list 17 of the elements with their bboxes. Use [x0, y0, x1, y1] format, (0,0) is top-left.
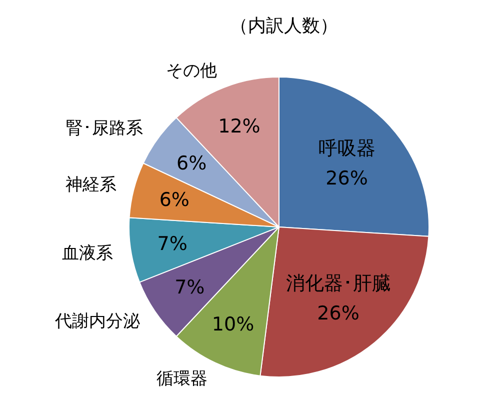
slice-label: 神経系: [65, 175, 116, 196]
data-label: 26%: [326, 167, 368, 190]
data-label: 10%: [212, 314, 254, 336]
slice-label: 消化器･肝臓: [286, 272, 391, 295]
slice-label: 呼吸器: [318, 137, 376, 160]
slice-label: 血液系: [62, 243, 114, 264]
data-label: 26%: [317, 302, 360, 325]
slice-label: 循環器: [156, 369, 208, 390]
data-label: 7%: [157, 232, 188, 255]
data-label: 6%: [176, 152, 207, 175]
slice-label: 腎･尿路系: [66, 118, 144, 138]
chart-title: （内訳人数）: [230, 16, 338, 36]
slice-label: 代謝内分泌: [54, 311, 140, 332]
data-label: 7%: [174, 276, 205, 299]
data-label: 6%: [159, 189, 190, 212]
slice-label: その他: [166, 60, 218, 81]
data-label: 12%: [218, 116, 260, 138]
